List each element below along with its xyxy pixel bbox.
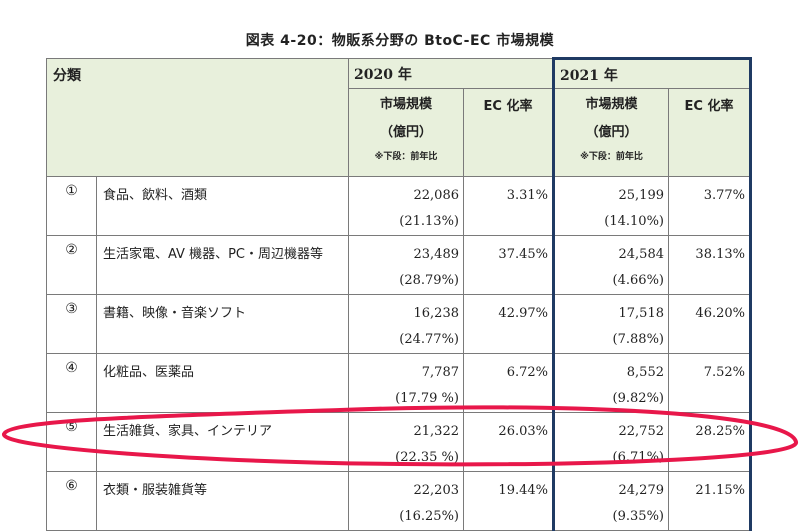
cell-2021-scale: 24,279 (9.35%) (552, 471, 669, 531)
header-2021-ec-rate: EC 化率 (668, 88, 752, 177)
cell-2020-ec: 42.97% (463, 294, 554, 354)
cell-2021-ec: 3.77% (668, 176, 752, 236)
row-category: 衣類・服装雑貨等 (96, 471, 349, 531)
row-number: ① (46, 176, 97, 236)
row-category: 生活雑貨、家具、インテリア (96, 412, 349, 472)
cell-2020-scale: 22,086 (21.13%) (348, 176, 464, 236)
cell-2020-scale: 21,322 (22.35 %) (348, 412, 464, 472)
row-number: ③ (46, 294, 97, 354)
btoc-ec-market-table: 分類 2020 年 2021 年 市場規模 （億円） ※下段：前年比 EC 化率… (46, 57, 752, 531)
row-number: ⑤ (46, 412, 97, 472)
cell-2021-ec: 38.13% (668, 235, 752, 295)
table-row: ② 生活家電、AV 機器、PC・周辺機器等 23,489 (28.79%) 37.… (46, 235, 752, 295)
cell-2021-scale: 24,584 (4.66%) (552, 235, 669, 295)
table-row: ③ 書籍、映像・音楽ソフト 16,238 (24.77%) 42.97% 17,5… (46, 294, 752, 354)
cell-2020-ec: 3.31% (463, 176, 554, 236)
header-year-2021: 2021 年 (552, 57, 752, 89)
cell-2021-ec: 28.25% (668, 412, 752, 472)
header-2021-market-scale: 市場規模 （億円） ※下段：前年比 (552, 88, 669, 177)
cell-2021-ec: 7.52% (668, 353, 752, 413)
cell-2021-scale: 8,552 (9.82%) (552, 353, 669, 413)
table-row: ⑥ 衣類・服装雑貨等 22,203 (16.25%) 19.44% 24,279(… (46, 471, 752, 531)
header-2020-market-scale: 市場規模 （億円） ※下段：前年比 (348, 88, 464, 177)
row-number: ⑥ (46, 471, 97, 531)
header-category: 分類 (46, 58, 349, 177)
cell-2020-ec: 6.72% (463, 353, 554, 413)
table-title: 図表 4-20：物販系分野の BtoC-EC 市場規模 (245, 33, 555, 49)
cell-2021-scale: 17,518 (7.88%) (552, 294, 669, 354)
cell-2021-scale: 25,199 (14.10%) (552, 176, 669, 236)
cell-2020-scale: 16,238 (24.77%) (348, 294, 464, 354)
cell-2020-scale: 7,787 (17.79 %) (348, 353, 464, 413)
cell-2020-ec: 37.45% (463, 235, 554, 295)
cell-2020-ec: 19.44% (463, 471, 554, 531)
row-category: 食品、飲料、酒類 (96, 176, 349, 236)
table-row-highlighted: ⑤ 生活雑貨、家具、インテリア 21,322 (22.35 %) 26.03% 2… (46, 412, 752, 472)
cell-2021-ec: 46.20% (668, 294, 752, 354)
row-number: ④ (46, 353, 97, 413)
header-2020-ec-rate: EC 化率 (463, 88, 554, 177)
cell-2021-ec: 21.15% (668, 471, 752, 531)
table-row: ① 食品、飲料、酒類 22,086 (21.13%) 3.31% 25,199 (1… (46, 176, 752, 236)
row-category: 化粧品、医薬品 (96, 353, 349, 413)
row-number: ② (46, 235, 97, 295)
table-row: ④ 化粧品、医薬品 7,787 (17.79 %) 6.72% 8,552 (9.8… (46, 353, 752, 413)
cell-2020-scale: 22,203 (16.25%) (348, 471, 464, 531)
cell-2021-scale: 22,752 (6.71%) (552, 412, 669, 472)
cell-2020-ec: 26.03% (463, 412, 554, 472)
header-year-2020: 2020 年 (348, 58, 554, 89)
cell-2020-scale: 23,489 (28.79%) (348, 235, 464, 295)
row-category: 書籍、映像・音楽ソフト (96, 294, 349, 354)
row-category: 生活家電、AV 機器、PC・周辺機器等 (96, 235, 349, 295)
